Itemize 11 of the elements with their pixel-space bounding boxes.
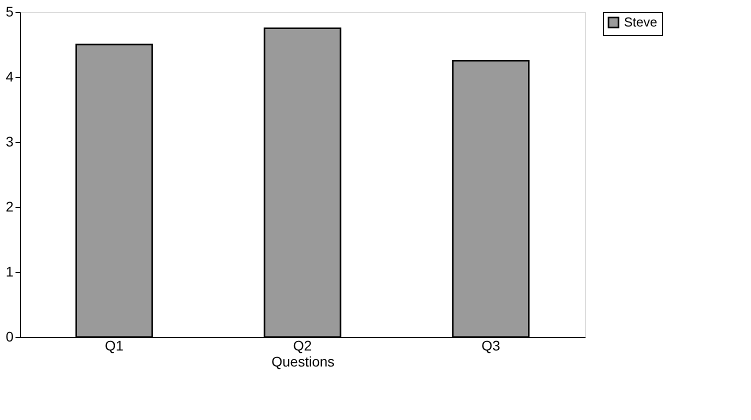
y-tick-label: 5 bbox=[6, 4, 14, 20]
y-tick-label: 0 bbox=[6, 328, 14, 344]
x-tick-label: Q3 bbox=[481, 338, 500, 354]
y-tick-label: 1 bbox=[6, 264, 14, 280]
y-tick-label: 4 bbox=[6, 68, 14, 84]
y-tick-label: 2 bbox=[6, 198, 14, 214]
x-tick-label: Q2 bbox=[293, 338, 312, 354]
legend-label: Steve bbox=[624, 14, 658, 30]
x-tick-label: Q1 bbox=[104, 338, 124, 354]
x-axis-title: Questions bbox=[271, 354, 335, 370]
y-tick-label: 3 bbox=[6, 134, 14, 150]
